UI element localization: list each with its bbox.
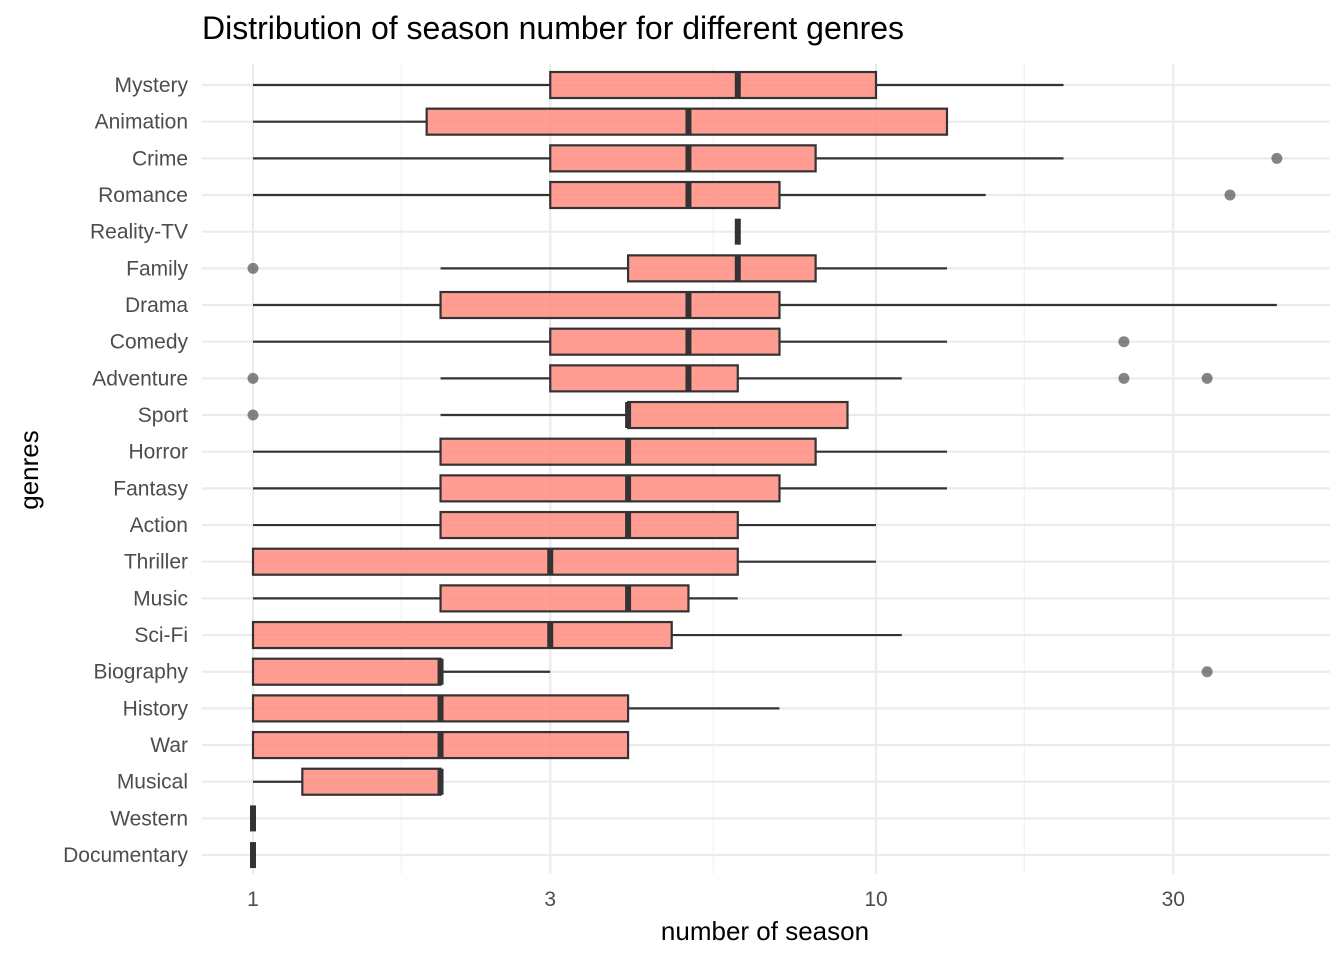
y-tick-label: Crime <box>132 147 188 170</box>
box-musical <box>253 767 444 796</box>
y-tick-label: Adventure <box>92 367 188 390</box>
y-tick-label: Mystery <box>115 74 189 97</box>
iqr-box <box>251 620 673 650</box>
outlier-point <box>1201 666 1213 678</box>
box-action <box>253 510 876 540</box>
outlier-point <box>1118 372 1130 384</box>
box-romance <box>253 180 1236 210</box>
outlier-point <box>247 372 259 384</box>
box-adventure <box>247 364 1213 393</box>
box-layer <box>247 70 1283 869</box>
iqr-box <box>439 474 781 503</box>
y-tick-label: Western <box>110 807 188 830</box>
iqr-box <box>549 70 878 100</box>
box-history <box>251 694 780 723</box>
y-tick-labels: Mystery Animation Crime Romance Reality-TV Fa… <box>63 74 188 867</box>
box-horror <box>253 437 947 466</box>
box-fantasy <box>253 474 947 503</box>
y-tick-label: Romance <box>98 184 188 207</box>
box-comedy <box>253 327 1130 356</box>
x-axis-title: number of season <box>661 916 869 946</box>
y-tick-label: Family <box>126 257 188 280</box>
outlier-point <box>247 409 259 421</box>
iqr-box <box>439 290 781 320</box>
y-tick-label: Comedy <box>110 331 189 354</box>
y-tick-label: Documentary <box>63 844 188 867</box>
box-drama <box>253 290 1277 320</box>
box-sport <box>247 400 849 430</box>
y-tick-label: Music <box>133 587 188 610</box>
iqr-box <box>549 180 781 210</box>
iqr-box <box>549 364 739 393</box>
box-war <box>251 730 630 760</box>
box-animation <box>253 107 949 136</box>
box-biography <box>251 657 1213 686</box>
iqr-box <box>626 400 849 430</box>
y-tick-label: Drama <box>125 294 188 317</box>
y-tick-label: Biography <box>93 661 188 684</box>
box-crime <box>253 144 1283 173</box>
iqr-box <box>549 327 781 356</box>
x-tick-label: 30 <box>1162 888 1185 911</box>
box-sci-fi <box>251 620 902 650</box>
iqr-box <box>251 657 442 686</box>
outlier-point <box>1201 372 1213 384</box>
x-tick-label: 10 <box>864 888 887 911</box>
outlier-point <box>1224 189 1236 201</box>
y-tick-label: Horror <box>128 441 188 464</box>
y-tick-label: Action <box>130 514 188 537</box>
y-axis-title: genres <box>14 430 44 510</box>
iqr-box <box>549 144 817 173</box>
box-family <box>247 254 947 283</box>
iqr-box <box>626 254 817 283</box>
y-tick-label: War <box>150 734 188 757</box>
y-tick-label: Fantasy <box>113 477 188 500</box>
y-tick-label: History <box>123 697 189 720</box>
y-tick-label: Thriller <box>124 551 188 574</box>
outlier-point <box>1118 336 1130 348</box>
x-tick-label: 1 <box>247 888 259 911</box>
iqr-box <box>439 510 739 540</box>
chart-title: Distribution of season number for differ… <box>202 10 904 46</box>
x-tick-label: 3 <box>544 888 556 911</box>
iqr-box <box>301 767 442 796</box>
box-mystery <box>253 70 1064 100</box>
outlier-point <box>1271 152 1283 164</box>
y-tick-label: Reality-TV <box>90 221 188 244</box>
iqr-box <box>251 547 739 576</box>
box-music <box>253 584 738 613</box>
y-tick-label: Animation <box>95 111 188 134</box>
box-thriller <box>251 547 876 576</box>
y-tick-label: Musical <box>117 771 188 794</box>
x-tick-labels: 1 3 10 30 <box>247 888 1185 911</box>
y-tick-label: Sci-Fi <box>134 624 188 647</box>
outlier-point <box>247 262 259 274</box>
iqr-box <box>439 584 690 613</box>
y-tick-label: Sport <box>138 404 188 427</box>
